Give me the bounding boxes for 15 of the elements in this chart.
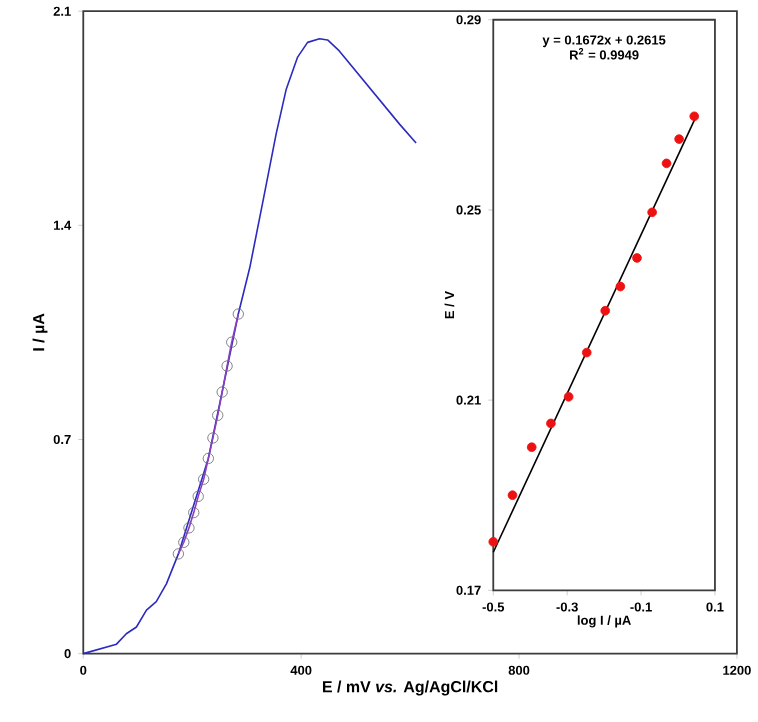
- point: [563, 391, 574, 402]
- point: [674, 134, 684, 144]
- point: [507, 490, 518, 500]
- point: [488, 536, 499, 547]
- point: [581, 347, 592, 358]
- line-series: [177, 313, 240, 555]
- point: [526, 442, 537, 452]
- line-series: [82, 37, 417, 655]
- point: [632, 253, 642, 263]
- point: [615, 281, 626, 292]
- point: [546, 418, 556, 429]
- point: [647, 207, 657, 218]
- point: [600, 305, 611, 316]
- point: [689, 111, 700, 122]
- point: [661, 158, 672, 169]
